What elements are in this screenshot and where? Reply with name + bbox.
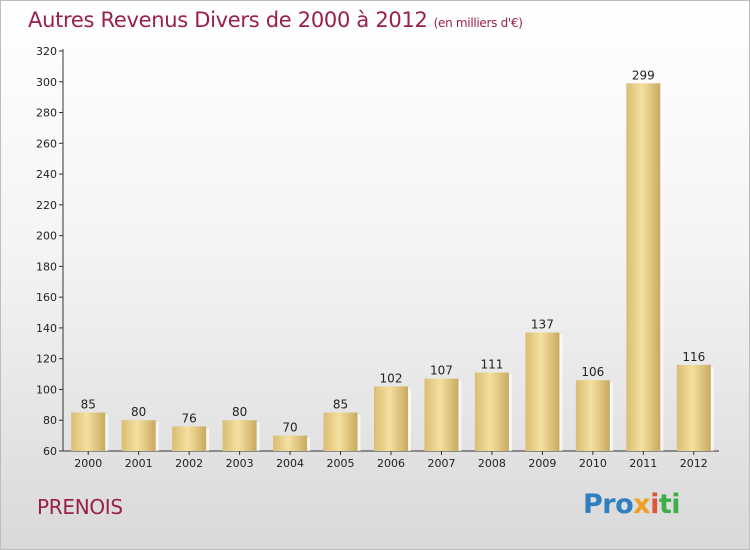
y-tick-label: 280 — [36, 107, 57, 120]
y-tick-label: 140 — [36, 322, 57, 335]
chart-title: Autres Revenus Divers de 2000 à 2012 (en … — [28, 8, 523, 32]
y-tick-label: 160 — [36, 291, 57, 304]
bar-value-label: 137 — [531, 318, 554, 332]
bar-value-label: 70 — [282, 421, 297, 435]
x-tick-label: 2004 — [276, 457, 304, 470]
y-tick-label: 320 — [36, 45, 57, 58]
x-tick-label: 2009 — [528, 457, 556, 470]
x-tick-label: 2000 — [74, 457, 102, 470]
bar-value-label: 111 — [480, 358, 503, 372]
x-tick-label: 2001 — [125, 457, 153, 470]
proxiti-logo[interactable]: Proxiti — [583, 489, 681, 520]
y-tick-label: 100 — [36, 383, 57, 396]
bar-value-label: 102 — [380, 371, 403, 385]
y-tick-label: 220 — [36, 199, 57, 212]
bar-value-label: 76 — [182, 411, 197, 425]
x-tick-label: 2007 — [427, 457, 455, 470]
bar — [323, 412, 358, 451]
y-tick-label: 60 — [43, 445, 57, 458]
x-tick-label: 2005 — [327, 457, 355, 470]
chart-unit: (en milliers d'€) — [433, 16, 523, 30]
bar-value-label: 107 — [430, 364, 453, 378]
bar — [575, 380, 610, 451]
y-tick-label: 180 — [36, 260, 57, 273]
x-tick-label: 2012 — [680, 457, 708, 470]
bar — [121, 420, 156, 451]
y-tick-label: 200 — [36, 230, 57, 243]
bar-value-label: 116 — [682, 350, 705, 364]
bar — [424, 378, 459, 451]
x-tick-label: 2010 — [579, 457, 607, 470]
bar — [676, 364, 711, 451]
y-tick-label: 80 — [43, 414, 57, 427]
bar-value-label: 80 — [232, 405, 247, 419]
bar — [71, 412, 106, 451]
bar — [474, 372, 509, 451]
y-tick-label: 260 — [36, 137, 57, 150]
x-tick-label: 2002 — [175, 457, 203, 470]
bar — [626, 83, 661, 452]
y-tick-label: 240 — [36, 168, 57, 181]
x-tick-label: 2008 — [478, 457, 506, 470]
bar — [525, 332, 560, 451]
bar — [374, 386, 408, 451]
bar-value-label: 85 — [81, 398, 96, 412]
bar-value-label: 299 — [632, 68, 655, 82]
bar-value-label: 106 — [581, 365, 604, 379]
y-tick-label: 300 — [36, 76, 57, 89]
chart-title-text: Autres Revenus Divers de 2000 à 2012 — [28, 8, 428, 32]
x-tick-label: 2011 — [629, 457, 657, 470]
bar — [273, 435, 308, 451]
bar — [222, 420, 257, 451]
bar-value-label: 85 — [333, 398, 348, 412]
bar — [172, 426, 207, 451]
y-tick-label: 120 — [36, 353, 57, 366]
bar-value-label: 80 — [131, 405, 146, 419]
commune-name: PRENOIS — [37, 495, 123, 519]
x-tick-label: 2006 — [377, 457, 405, 470]
x-tick-label: 2003 — [226, 457, 254, 470]
